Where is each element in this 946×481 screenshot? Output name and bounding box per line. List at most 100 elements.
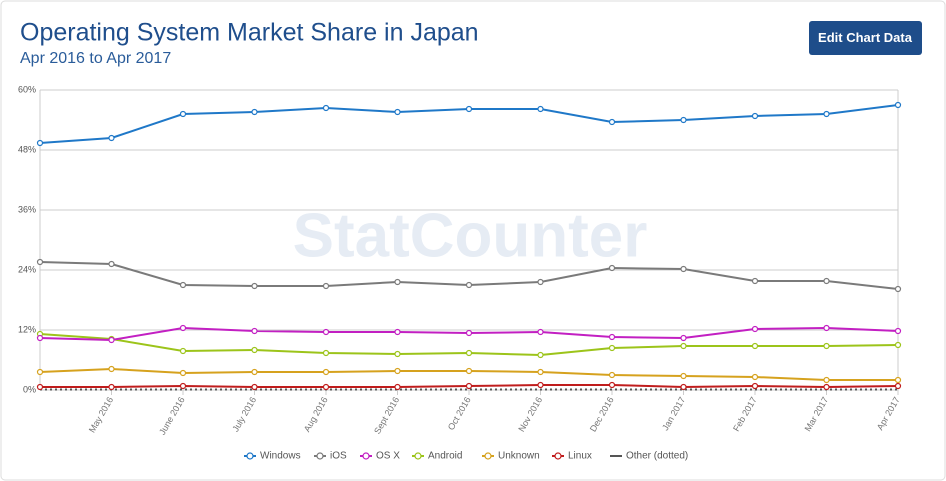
legend-label: Other (dotted) <box>626 451 688 462</box>
point <box>537 381 544 389</box>
point <box>179 324 187 332</box>
point <box>680 265 687 273</box>
point <box>537 351 544 359</box>
legend-label: Linux <box>568 451 592 462</box>
point <box>537 105 544 113</box>
point <box>251 282 258 290</box>
legend-label: OS X <box>376 451 400 462</box>
point <box>394 278 401 286</box>
y-tick-label: 24% <box>18 264 36 274</box>
legend-marker <box>246 452 254 460</box>
point <box>537 278 544 286</box>
point <box>894 376 902 384</box>
point <box>108 260 115 268</box>
point <box>394 350 401 358</box>
point <box>537 328 544 336</box>
point <box>823 383 830 391</box>
point <box>823 277 830 285</box>
point <box>465 349 473 357</box>
point <box>108 365 115 373</box>
point <box>322 368 330 376</box>
point <box>751 373 759 381</box>
point <box>322 349 330 357</box>
point <box>179 110 187 118</box>
point <box>680 372 687 380</box>
point <box>251 108 258 116</box>
point <box>894 327 902 335</box>
point <box>608 264 616 272</box>
point <box>394 328 401 336</box>
point <box>394 383 401 391</box>
point <box>894 382 902 390</box>
point <box>108 336 115 344</box>
point <box>537 368 544 376</box>
y-tick-label: 0% <box>23 384 36 394</box>
point <box>608 344 616 352</box>
point <box>394 367 401 375</box>
legend-marker <box>554 452 562 460</box>
point <box>251 368 258 376</box>
legend-marker <box>414 452 422 460</box>
point <box>894 341 902 349</box>
point <box>322 104 330 112</box>
y-tick-label: 48% <box>18 144 36 154</box>
point <box>751 342 759 350</box>
edit-button[interactable]: Edit Chart Data <box>809 21 922 55</box>
legend-label: Windows <box>260 451 301 462</box>
point <box>680 383 687 391</box>
point <box>36 258 44 266</box>
legend-marker <box>316 452 324 460</box>
watermark: StatCounter <box>293 201 648 270</box>
point <box>465 281 473 289</box>
y-tick-label: 36% <box>18 204 36 214</box>
point <box>465 105 473 113</box>
point <box>608 381 616 389</box>
point <box>680 334 687 342</box>
title: Operating System Market Share in Japan <box>20 19 479 47</box>
point <box>465 329 473 337</box>
legend-label: Android <box>428 451 462 462</box>
point <box>894 285 902 293</box>
y-tick-label: 60% <box>18 84 36 94</box>
point <box>108 383 115 391</box>
point <box>823 342 830 350</box>
point <box>179 281 187 289</box>
legend-label: iOS <box>330 451 347 462</box>
point <box>465 382 473 390</box>
point <box>608 118 616 126</box>
button-label[interactable]: Edit Chart Data <box>818 30 913 45</box>
point <box>322 328 330 336</box>
point <box>36 368 44 376</box>
point <box>823 376 830 384</box>
legend-marker <box>484 452 492 460</box>
legend-label: Unknown <box>498 451 540 462</box>
point <box>751 112 759 120</box>
point <box>36 139 44 147</box>
point <box>823 324 830 332</box>
subtitle: Apr 2016 to Apr 2017 <box>20 50 171 67</box>
point <box>465 367 473 375</box>
point <box>751 382 759 390</box>
point <box>823 110 830 118</box>
point <box>108 134 115 142</box>
point <box>179 347 187 355</box>
point <box>251 327 258 335</box>
point <box>322 282 330 290</box>
point <box>680 116 687 124</box>
point <box>894 101 902 109</box>
point <box>36 383 44 391</box>
point <box>608 333 616 341</box>
point <box>608 371 616 379</box>
point <box>36 334 44 342</box>
legend-marker <box>362 452 370 460</box>
point <box>680 342 687 350</box>
point <box>751 277 759 285</box>
button-bg[interactable] <box>809 21 922 55</box>
point <box>394 108 401 116</box>
point <box>179 382 187 390</box>
point <box>179 369 187 377</box>
point <box>251 383 258 391</box>
y-tick-label: 12% <box>18 324 36 334</box>
